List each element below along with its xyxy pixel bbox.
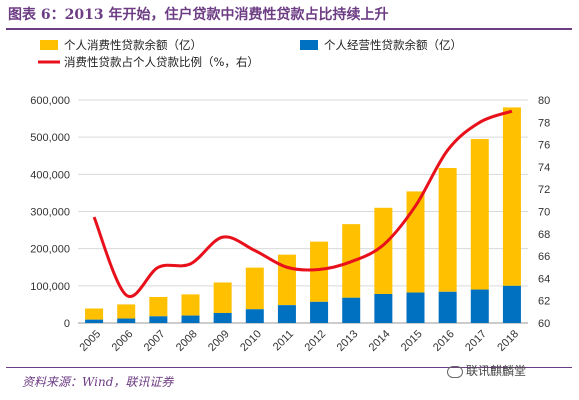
x-tick-label: 2008 (174, 328, 200, 354)
left-tick-label: 0 (64, 318, 70, 330)
right-tick-label: 66 (538, 251, 550, 263)
bar-business (310, 301, 329, 323)
bar-consumer (438, 168, 457, 292)
right-tick-label: 80 (538, 95, 550, 107)
x-tick-label: 2015 (399, 328, 425, 354)
left-tick-label: 200,000 (30, 244, 70, 256)
x-tick-label: 2010 (238, 328, 264, 354)
chart-title: 图表 6：2013 年开始，住户贷款中消费性贷款占比持续上升 (8, 7, 389, 23)
legend-label-consumer: 个人消费性贷款余额（亿） (64, 38, 202, 52)
bar-consumer (502, 107, 521, 286)
bar-consumer (85, 308, 104, 320)
x-tick-label: 2005 (77, 328, 103, 354)
bar-business (213, 312, 232, 323)
legend-swatch-business (300, 40, 318, 50)
bar-consumer (245, 267, 264, 310)
source-divider (6, 367, 572, 368)
left-tick-label: 400,000 (30, 169, 70, 181)
gridlines (78, 99, 528, 324)
x-axis-ticks: 2005 2006 2007 2008 2009 2010 2011 2012 2013 2014… (77, 328, 521, 354)
x-tick-label: 2018 (495, 328, 521, 354)
bar-business (438, 291, 457, 323)
watermark-text: 联讯麒麟堂 (466, 364, 527, 378)
x-tick-label: 2012 (302, 328, 328, 354)
bar-consumer (310, 241, 329, 302)
left-tick-label: 600,000 (30, 95, 70, 107)
legend-swatch-consumer (40, 40, 58, 50)
bar-business (406, 292, 425, 323)
x-tick-label: 2009 (206, 328, 232, 354)
bar-business (181, 315, 200, 323)
source-note: 资料来源：Wind，联讯证券 (22, 375, 174, 389)
right-tick-label: 78 (538, 117, 550, 129)
bar-business (85, 319, 104, 323)
title-divider (6, 28, 572, 30)
bar-consumer (149, 296, 168, 317)
right-tick-label: 72 (538, 184, 550, 196)
x-tick-label: 2014 (367, 328, 393, 354)
right-tick-label: 70 (538, 207, 550, 219)
left-tick-label: 100,000 (30, 281, 70, 293)
legend-label-ratio: 消费性贷款占个人贷款比例（%，右） (64, 55, 259, 69)
bar-consumer (213, 282, 232, 313)
x-tick-label: 2006 (110, 328, 136, 354)
bar-consumer (374, 207, 393, 295)
right-tick-label: 64 (538, 273, 550, 285)
bar-business (245, 309, 264, 323)
wechat-icon (447, 365, 463, 378)
legend-label-business: 个人经营性贷款余额（亿） (324, 38, 462, 52)
bar-consumer (277, 254, 296, 306)
x-tick-label: 2007 (142, 328, 168, 354)
x-tick-label: 2013 (335, 328, 361, 354)
legend: 个人消费性贷款余额（亿） 个人经营性贷款余额（亿） 消费性贷款占个人贷款比例（%… (38, 38, 462, 69)
right-tick-label: 76 (538, 140, 550, 152)
right-tick-label: 68 (538, 229, 550, 241)
right-tick-label: 60 (538, 318, 550, 330)
bar-consumer (406, 191, 425, 293)
right-tick-label: 74 (538, 162, 550, 174)
x-tick-label: 2011 (271, 328, 296, 353)
left-tick-label: 500,000 (30, 132, 70, 144)
watermark: 联讯麒麟堂 (447, 362, 526, 379)
bar-business (470, 289, 489, 323)
bar-business (277, 305, 296, 323)
left-axis-ticks: 600,000 500,000 400,000 300,000 200,000 100,0… (30, 95, 70, 330)
bar-consumer (470, 139, 489, 290)
right-tick-label: 62 (538, 296, 550, 308)
x-tick-label: 2017 (463, 328, 489, 354)
left-tick-label: 300,000 (30, 207, 70, 219)
bar-consumer (181, 294, 200, 316)
bar-business (502, 285, 521, 323)
bar-business (117, 318, 136, 323)
right-axis-ticks: 80 78 76 74 72 70 68 66 64 62 60 (538, 95, 550, 330)
bar-layer (85, 107, 521, 323)
bar-business (374, 294, 393, 323)
bar-consumer (117, 304, 136, 319)
bar-business (149, 316, 168, 323)
ratio-line (92, 109, 513, 299)
bar-business (342, 297, 361, 323)
x-tick-label: 2016 (431, 328, 457, 354)
